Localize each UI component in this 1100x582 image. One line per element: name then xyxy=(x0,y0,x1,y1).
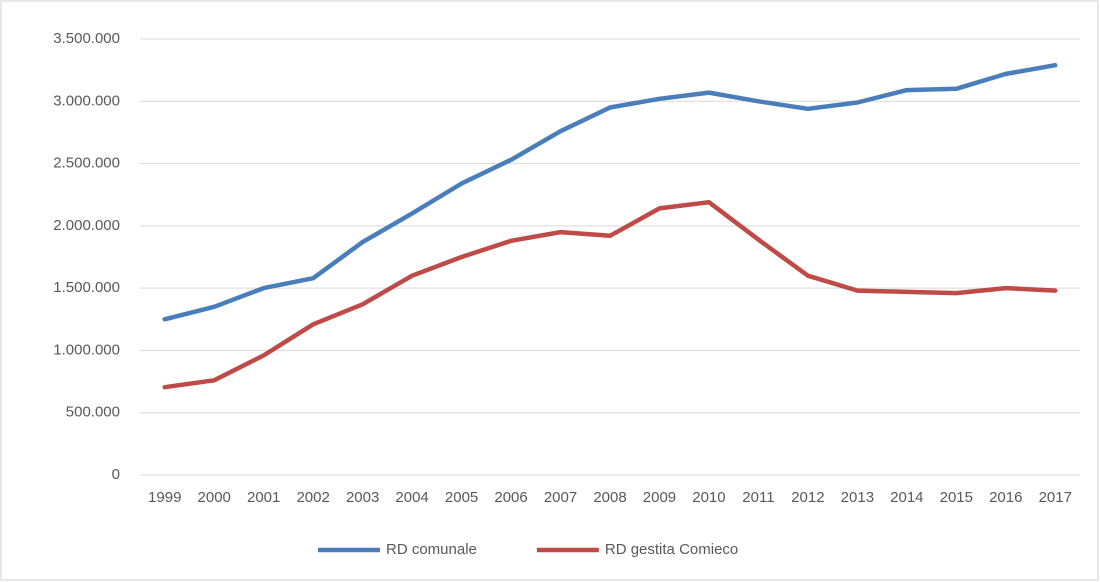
x-tick-label: 2002 xyxy=(296,489,329,506)
series-line xyxy=(162,62,1058,322)
x-tick-label: 2012 xyxy=(791,489,824,506)
x-tick-label: 2006 xyxy=(494,489,527,506)
x-tick-label: 2003 xyxy=(346,489,379,506)
y-tick-label: 2.000.000 xyxy=(53,217,120,234)
y-tick-label: 2.500.000 xyxy=(53,155,120,172)
x-tick-label: 1999 xyxy=(148,489,181,506)
x-tick-label: 2005 xyxy=(445,489,478,506)
x-tick-label: 2009 xyxy=(643,489,676,506)
x-tick-label: 2004 xyxy=(395,489,428,506)
legend-label: RD comunale xyxy=(386,541,477,558)
y-tick-label: 3.000.000 xyxy=(53,92,120,109)
y-tick-label: 1.500.000 xyxy=(53,279,120,296)
x-tick-label: 2016 xyxy=(989,489,1022,506)
y-tick-label: 500.000 xyxy=(66,404,120,421)
x-tick-label: 2014 xyxy=(890,489,923,506)
series-line xyxy=(162,199,1058,390)
x-tick-label: 2001 xyxy=(247,489,280,506)
y-tick-label: 1.000.000 xyxy=(53,341,120,358)
legend-label: RD gestita Comieco xyxy=(605,541,738,558)
x-tick-label: 2008 xyxy=(593,489,626,506)
x-tick-label: 2010 xyxy=(692,489,725,506)
y-tick-label: 3.500.000 xyxy=(53,30,120,47)
x-tick-label: 2007 xyxy=(544,489,577,506)
x-tick-label: 2011 xyxy=(742,489,774,506)
x-tick-label: 2000 xyxy=(198,489,231,506)
y-tick-label: 0 xyxy=(112,466,120,483)
x-tick-label: 2013 xyxy=(841,489,874,506)
x-tick-label: 2015 xyxy=(940,489,973,506)
x-tick-label: 2017 xyxy=(1039,489,1072,506)
